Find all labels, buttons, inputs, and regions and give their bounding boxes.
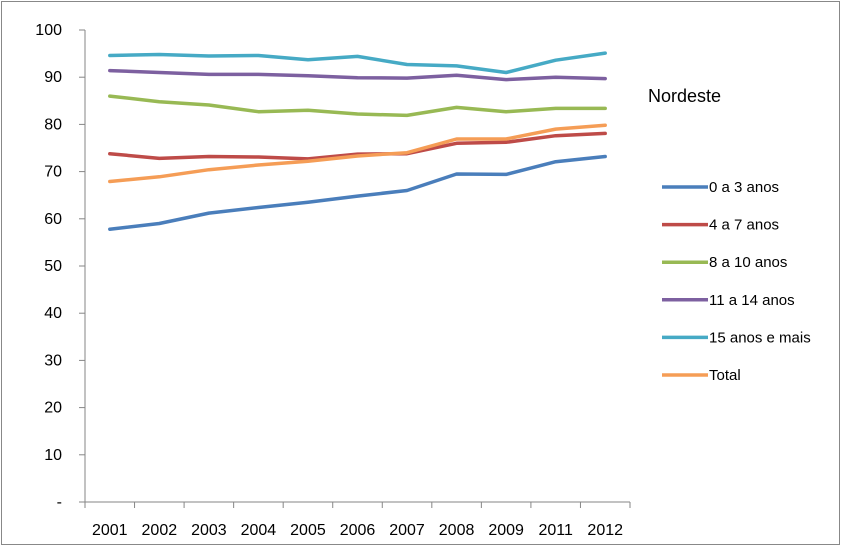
y-tick-label: 50 <box>44 258 62 275</box>
legend-label: 8 a 10 anos <box>709 254 787 271</box>
y-tick-label: 30 <box>44 352 62 369</box>
x-tick-label: 2009 <box>488 522 524 539</box>
series-line-15-anos-e-mais <box>108 51 607 75</box>
x-tick-label: 2002 <box>142 522 178 539</box>
x-tick-label: 2003 <box>191 522 227 539</box>
x-tick-labels: 2001 2002 2003 2004 2005 2006 2007 2008 2009 2011… <box>92 522 623 539</box>
x-tick-label: 2008 <box>439 522 475 539</box>
y-tick-label: 70 <box>44 164 62 181</box>
x-tick-label: 2005 <box>290 522 326 539</box>
legend-label: 0 a 3 anos <box>709 179 779 196</box>
series-line-11-a-14-anos <box>108 68 607 82</box>
series-line-Total <box>108 123 607 184</box>
series-line-4-a-7-anos <box>108 131 607 161</box>
x-tick-label: 2001 <box>92 522 128 539</box>
y-tick-label: 20 <box>44 400 62 417</box>
legend-label: Total <box>709 367 741 384</box>
y-tick-label: 100 <box>35 22 62 39</box>
y-tick-labels: - 10 20 30 40 50 60 70 80 90 100 <box>35 22 62 511</box>
chart-title: Nordeste <box>648 86 721 106</box>
x-tick-label: 2011 <box>538 522 573 539</box>
y-tick-label: 80 <box>44 116 62 133</box>
series-lines <box>108 51 607 231</box>
y-tick-label: 40 <box>44 305 62 322</box>
legend-label: 15 anos e mais <box>709 329 811 346</box>
x-tick-label: 2006 <box>340 522 376 539</box>
x-tick-label: 2007 <box>389 522 425 539</box>
x-tick-label: 2012 <box>587 522 623 539</box>
legend: 0 a 3 anos 4 a 7 anos 8 a 10 anos 11 a 14 a… <box>662 179 811 384</box>
series-line-8-a-10-anos <box>108 94 607 118</box>
y-tick-label: - <box>57 494 62 511</box>
legend-label: 4 a 7 anos <box>709 217 779 234</box>
y-tick-label: 10 <box>44 447 62 464</box>
legend-label: 11 a 14 anos <box>709 292 795 309</box>
y-tick-label: 90 <box>44 69 62 86</box>
axes <box>79 29 631 508</box>
y-tick-label: 60 <box>44 211 62 228</box>
series-line-0-a-3-anos <box>108 154 607 231</box>
x-tick-label: 2004 <box>241 522 277 539</box>
